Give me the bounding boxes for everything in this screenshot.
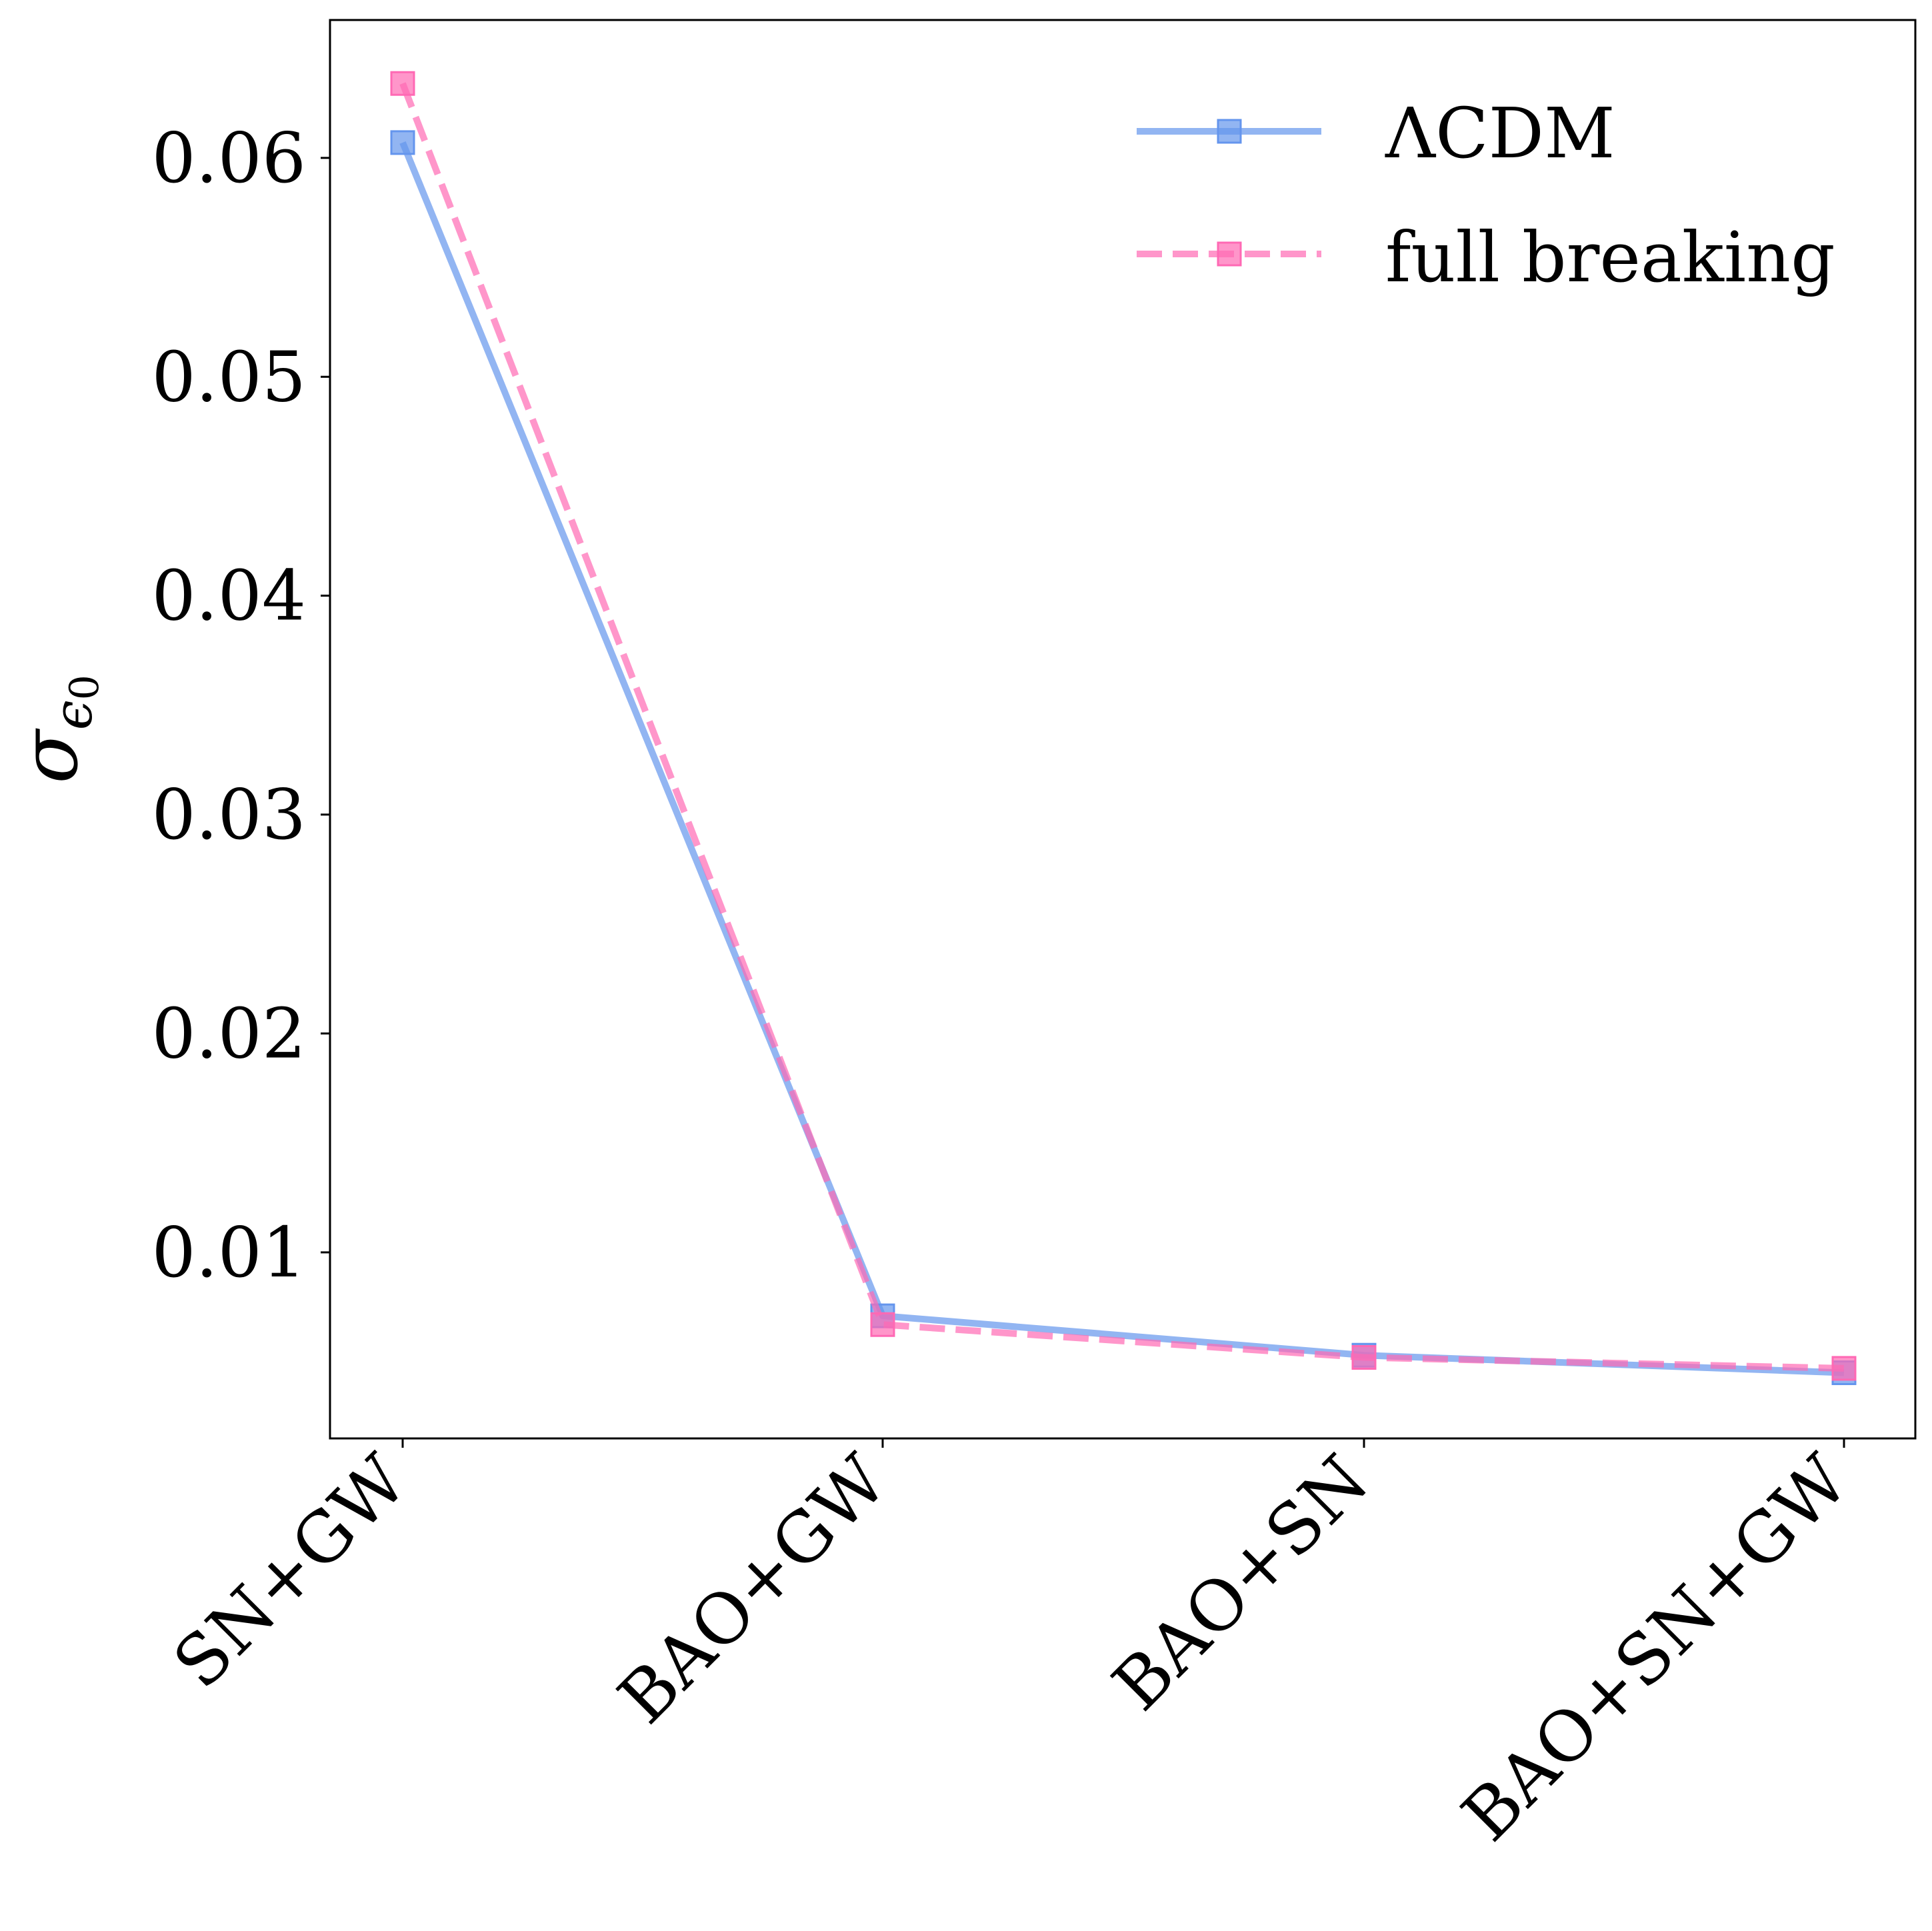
- y-axis-label: σϵ0: [3, 675, 108, 784]
- y-axis: 0.01 0.02 0.03 0.04 0.05 0.06: [151, 117, 330, 1293]
- series-marker-1: [390, 71, 415, 96]
- legend-marker-lcdm: [1217, 119, 1242, 144]
- series-marker-1: [1831, 1356, 1857, 1381]
- series-layer: [390, 71, 1857, 1385]
- series-line-1: [399, 82, 1845, 1372]
- series-marker-0: [390, 130, 415, 155]
- y-tick-label: 0.05: [151, 336, 306, 417]
- y-tick-label: 0.06: [151, 117, 306, 199]
- y-tick-label: 0.03: [151, 774, 306, 855]
- y-tick-label: 0.04: [151, 555, 306, 637]
- y-axis-label-subscript: ϵ: [42, 700, 104, 730]
- y-tick-label: 0.02: [151, 992, 306, 1074]
- y-tick-label: 0.01: [151, 1212, 306, 1293]
- legend: ΛCDM full breaking: [1137, 93, 1835, 298]
- legend-marker-full-breaking: [1217, 241, 1242, 267]
- y-axis-label-symbol: σ: [3, 728, 95, 784]
- series-marker-1: [870, 1312, 895, 1337]
- series-marker-1: [1351, 1344, 1377, 1370]
- legend-label-lcdm: ΛCDM: [1385, 93, 1615, 174]
- legend-label-full-breaking: full breaking: [1385, 217, 1835, 298]
- plot-frame: [329, 19, 1917, 1440]
- y-axis-label-subscript-index: 0: [61, 675, 108, 700]
